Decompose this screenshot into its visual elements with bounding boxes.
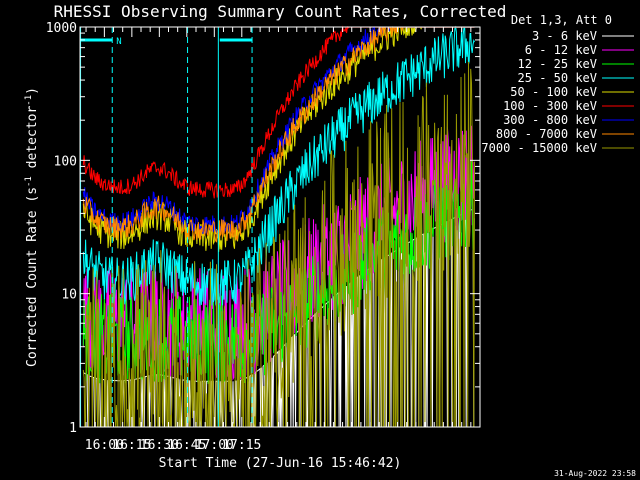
chart-title: RHESSI Observing Summary Count Rates, Co… bbox=[54, 2, 507, 21]
y-tick-label: 1000 bbox=[46, 21, 77, 36]
x-tick-label: 16:45 bbox=[167, 438, 206, 453]
series-25-50-kev bbox=[82, 25, 475, 307]
y-axis-label-sup1: -1 bbox=[24, 176, 34, 187]
eclipse-marker-label: N bbox=[116, 37, 121, 47]
x-tick-label: 17:15 bbox=[222, 438, 261, 453]
y-tick-label: 1 bbox=[69, 421, 77, 436]
series-line bbox=[82, 25, 475, 199]
y-axis-label-end: ) bbox=[25, 87, 40, 95]
plot-frame bbox=[79, 26, 481, 428]
y-tick-label: 10 bbox=[61, 288, 77, 303]
legend-label: 3 - 6 keV bbox=[532, 29, 597, 43]
x-tick-label: 16:00 bbox=[85, 438, 124, 453]
y-axis-label-mid: detector bbox=[25, 106, 40, 177]
x-axis-label: Start Time (27-Jun-16 15:46:42) bbox=[159, 456, 402, 471]
legend-label: 12 - 25 keV bbox=[518, 57, 597, 71]
legend-label: 100 - 300 keV bbox=[503, 99, 597, 113]
y-axis-label-sup2: -1 bbox=[24, 95, 34, 106]
plot-area: N bbox=[80, 25, 475, 428]
y-axis-label: Corrected Count Rate (s-1 detector-1) bbox=[24, 87, 40, 367]
legend-label: 6 - 12 keV bbox=[525, 43, 597, 57]
x-tick-label: 17:00 bbox=[195, 438, 234, 453]
legend-label: 800 - 7000 keV bbox=[496, 127, 597, 141]
legend-title: Det 1,3, Att 0 bbox=[511, 13, 612, 27]
legend-label: 50 - 100 keV bbox=[510, 85, 597, 99]
legend-label: 7000 - 15000 keV bbox=[481, 141, 597, 155]
x-tick-label: 16:30 bbox=[140, 438, 179, 453]
y-axis-label-main: Corrected Count Rate (s bbox=[25, 187, 40, 367]
y-tick-label: 100 bbox=[54, 154, 77, 169]
legend-label: 25 - 50 keV bbox=[518, 71, 597, 85]
series-100-300-kev bbox=[82, 25, 475, 199]
series-line bbox=[82, 25, 475, 307]
x-tick-label: 16:15 bbox=[112, 438, 151, 453]
footer-date: 31-Aug-2022 23:58 bbox=[554, 469, 636, 478]
legend-label: 300 - 800 keV bbox=[503, 113, 597, 127]
